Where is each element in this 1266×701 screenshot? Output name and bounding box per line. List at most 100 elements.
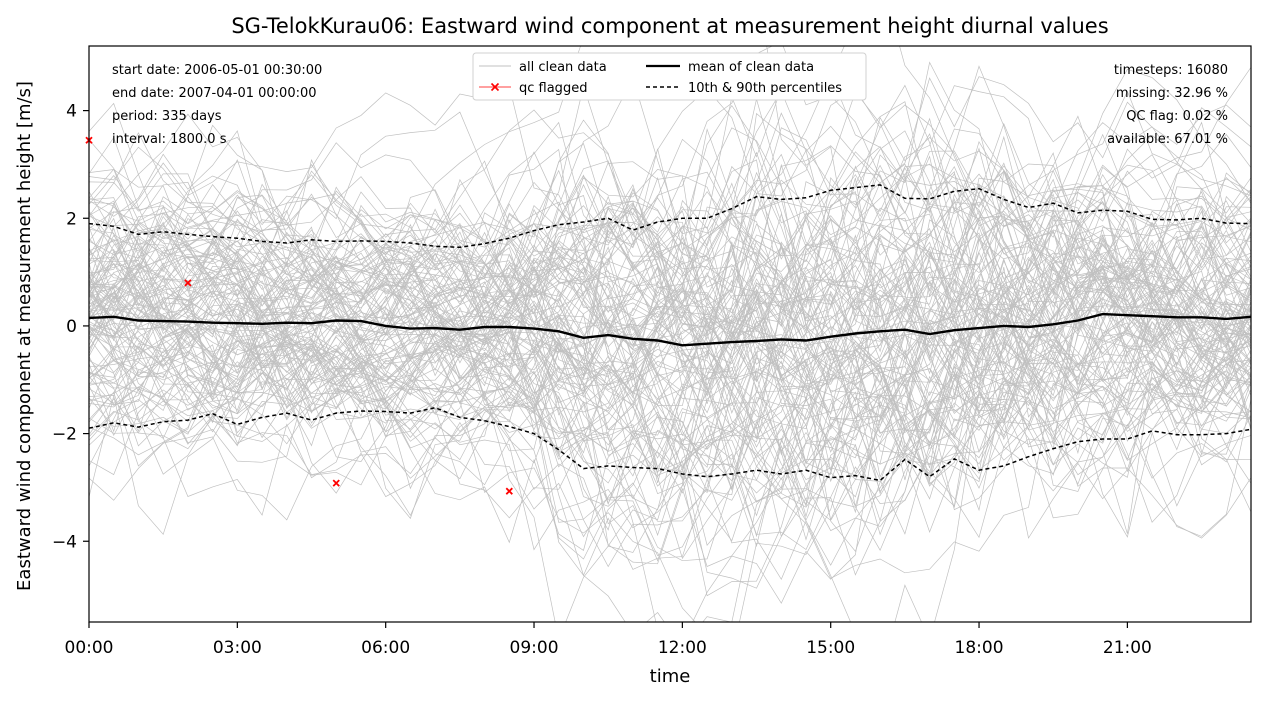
y-tick-label: 2 [66, 209, 77, 229]
clean-data-line [89, 197, 1251, 474]
stats-right: timesteps: 16080 missing: 32.96 % QC fla… [1107, 63, 1228, 147]
qc-flag-marker [184, 279, 192, 287]
clean-data-line [89, 287, 1251, 622]
clean-data-line [89, 192, 1251, 503]
clean-data-line [89, 221, 1251, 562]
clean-data-line [89, 127, 1251, 436]
clean-data-line [89, 220, 1251, 622]
clean-data-line [89, 234, 1251, 531]
percentile-lower-line [89, 406, 1251, 482]
x-tick-label: 09:00 [510, 638, 559, 658]
clean-data-line [89, 90, 1251, 494]
y-axis-ticks: 4 2 0 −2 −4 [52, 102, 89, 552]
legend-mean-label: mean of clean data [688, 60, 814, 75]
clean-data-line [89, 239, 1251, 517]
clean-data-line [89, 239, 1251, 507]
qc-flagged-points [85, 136, 513, 495]
clean-data-line [89, 176, 1251, 560]
clean-data-line [89, 164, 1251, 474]
stat-period: period: 335 days [112, 109, 222, 124]
clean-data-line [89, 77, 1251, 362]
mean-line [89, 312, 1251, 347]
clean-data-line [89, 228, 1251, 516]
clean-data-line [89, 147, 1251, 522]
stat-missing: missing: 32.96 % [1116, 86, 1228, 101]
clean-data-line [89, 230, 1251, 425]
x-tick-label: 03:00 [213, 638, 262, 658]
clean-data-line [89, 119, 1251, 476]
clean-data-line [89, 242, 1251, 438]
clean-data-line [89, 150, 1251, 382]
clean-data-line [89, 168, 1251, 509]
clean-data-line [89, 200, 1251, 542]
clean-data-line [89, 143, 1251, 579]
legend-qc-marker [490, 82, 500, 92]
mean-line-group [89, 312, 1251, 347]
clean-data-line [89, 302, 1251, 521]
y-tick-label: −4 [52, 532, 77, 552]
clean-data-line [89, 194, 1251, 521]
clean-data-line [89, 229, 1251, 532]
clean-data-line [89, 146, 1251, 589]
clean-data-line [89, 67, 1251, 468]
y-tick-label: 4 [66, 102, 77, 122]
clean-data-line [89, 170, 1251, 437]
x-axis-title: time [650, 666, 691, 687]
clean-data-line [89, 76, 1251, 455]
clean-data-line [89, 112, 1251, 461]
legend-percentile-label: 10th & 90th percentiles [688, 81, 842, 96]
clean-data-line [89, 169, 1251, 338]
clean-data-line [89, 111, 1251, 500]
clean-data-line [89, 130, 1251, 448]
y-tick-label: 0 [66, 317, 77, 337]
clean-data-line [89, 234, 1251, 485]
clean-data-line [89, 262, 1251, 493]
x-tick-label: 21:00 [1103, 638, 1152, 658]
stat-end-date: end date: 2007-04-01 00:00:00 [112, 86, 317, 101]
clean-data-line [89, 142, 1251, 538]
clean-data-line [89, 198, 1251, 483]
clean-data-line [89, 145, 1251, 353]
percentile-upper-line [89, 184, 1251, 249]
x-tick-label: 06:00 [361, 638, 410, 658]
clean-data-line [89, 195, 1251, 396]
stat-interval: interval: 1800.0 s [112, 132, 227, 147]
x-axis-ticks: 00:00 03:00 06:00 09:00 12:00 15:00 18:00 21:00 [65, 622, 1152, 658]
stat-qc-flag: QC flag: 0.02 % [1126, 109, 1228, 124]
clean-data-line [89, 109, 1251, 536]
clean-data-lines [89, 46, 1251, 622]
clean-data-line [89, 85, 1251, 346]
legend-clean-label: all clean data [519, 60, 607, 75]
clean-data-line [89, 190, 1251, 467]
clean-data-line [89, 241, 1251, 446]
clean-data-line [89, 234, 1251, 494]
clean-data-line [89, 149, 1251, 535]
x-tick-label: 00:00 [65, 638, 114, 658]
x-tick-label: 18:00 [955, 638, 1004, 658]
clean-data-line [89, 202, 1251, 539]
stats-left: start date: 2006-05-01 00:30:00 end date… [112, 63, 322, 147]
clean-data-line [89, 170, 1251, 441]
y-tick-label: −2 [52, 425, 77, 445]
clean-data-line [89, 195, 1251, 467]
chart-title: SG-TelokKurau06: Eastward wind component… [231, 14, 1108, 38]
clean-data-line [89, 231, 1251, 511]
percentile-lines [89, 184, 1251, 482]
clean-data-line [89, 244, 1251, 562]
x-tick-label: 12:00 [658, 638, 707, 658]
qc-flag-marker [505, 487, 513, 495]
stat-timesteps: timesteps: 16080 [1114, 63, 1228, 78]
clean-data-line [89, 183, 1251, 548]
legend-box [472, 52, 867, 101]
clean-data-line [89, 124, 1251, 396]
stat-start-date: start date: 2006-05-01 00:30:00 [112, 63, 322, 78]
clean-data-line [89, 237, 1251, 492]
clean-data-line [89, 288, 1251, 622]
clean-data-line [89, 138, 1251, 420]
stat-available: available: 67.01 % [1107, 132, 1228, 147]
x-tick-label: 15:00 [806, 638, 855, 658]
clean-data-line [89, 113, 1251, 505]
y-axis-title: Eastward wind component at measurement h… [14, 81, 35, 591]
